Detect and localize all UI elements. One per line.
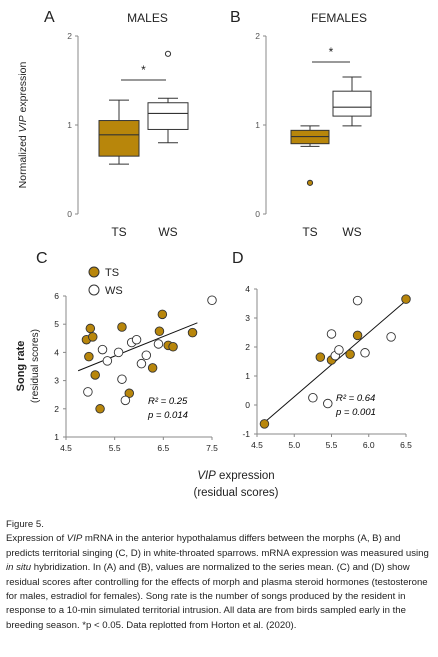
panel-c-y-tick-label: 6: [54, 291, 59, 301]
panel-d-point-ts: [315, 352, 326, 362]
legend-marker-ws: [88, 284, 100, 296]
panel-c-point-ws: [97, 344, 108, 355]
panel-d-point-ts: [259, 419, 270, 429]
caption-body: Expression of VIP mRNA in the anterior h…: [6, 533, 429, 631]
panel-b-title: FEMALES: [311, 11, 367, 25]
panel-a-category-ws: WS: [158, 225, 177, 239]
panel-d-x-tick-label: 6.0: [363, 440, 375, 450]
panel-b-y-tick-label: 1: [255, 120, 260, 130]
panel-c-point-ts: [157, 309, 168, 320]
panel-letter-c: C: [36, 250, 48, 267]
panel-b-box-ws: [332, 90, 372, 117]
panel-d-y-tick-label: -1: [242, 429, 250, 439]
panel-c-p-value: p = 0.014: [147, 410, 188, 421]
legend-label-ts: TS: [105, 267, 119, 279]
panel-c-point-ts: [147, 363, 158, 373]
panel-d-p-value: p = 0.001: [335, 407, 376, 418]
panel-a-significance-star: *: [141, 63, 146, 77]
panel-b-outlier: [306, 179, 314, 186]
panel-d-point-ws: [323, 398, 333, 409]
panel-c-point-ws: [113, 347, 124, 358]
panel-b-y-tick-label: 2: [255, 31, 260, 41]
panel-d-point-ws: [360, 348, 370, 358]
panel-c-point-ws: [207, 295, 217, 305]
panel-d-point-ws: [386, 332, 396, 342]
panel-d-point-ts: [401, 294, 411, 304]
panel-d-y-tick-label: 4: [245, 284, 250, 294]
panel-d-y-tick-label: 1: [245, 371, 250, 381]
panel-c-y-tick-label: 4: [54, 347, 59, 357]
panel-a-outlier: [164, 50, 172, 57]
panel-c-point-ws: [120, 395, 131, 406]
panel-d-x-tick-label: 6.5: [400, 440, 412, 450]
panel-c-point-ws: [153, 339, 164, 349]
panel-c-y-label-line1: Song rate: [15, 341, 27, 392]
panel-c-y-tick-label: 1: [54, 432, 59, 442]
panel-d-point-ws: [352, 295, 363, 306]
panel-d-y-tick-label: 3: [245, 313, 250, 323]
panel-c-point-ts: [187, 327, 198, 338]
panel-c-point-ts: [117, 322, 127, 332]
panel-c-x-tick-label: 5.5: [109, 443, 121, 453]
panel-c-y-label-line2: (residual scores): [30, 329, 41, 403]
panel-c-point-ws: [83, 387, 93, 397]
shared-x-label-line1: VIP expression: [197, 470, 274, 482]
panel-d-r-squared: R² = 0.64: [336, 393, 375, 404]
panel-c-point-ts: [95, 404, 105, 414]
panel-c-y-tick-label: 2: [54, 404, 59, 414]
panel-a-category-ts: TS: [111, 225, 126, 239]
panel-letter-d: D: [232, 250, 244, 267]
panel-c-point-ts: [85, 323, 96, 334]
panel-c-point-ts: [168, 342, 178, 352]
panel-c-point-ts: [84, 351, 94, 362]
panel-d-y-tick-label: 2: [245, 342, 250, 352]
panel-c-point-ws: [136, 358, 147, 369]
panel-d-x-tick-label: 5.5: [326, 440, 338, 450]
panel-c-regression-line: [77, 322, 198, 372]
panel-d-y-tick-label: 0: [245, 400, 250, 410]
panel-letter-b: B: [230, 9, 241, 26]
panel-a-box-ts: [98, 120, 140, 157]
panel-d-x-tick-label: 5.0: [288, 440, 300, 450]
panel-c-y-tick-label: 3: [54, 376, 59, 386]
panel-b-significance-star: *: [329, 45, 334, 59]
panel-a-title: MALES: [127, 11, 168, 25]
panel-d-point-ws: [308, 393, 318, 403]
panel-c-point-ts: [88, 332, 98, 342]
panel-c-x-tick-label: 7.5: [206, 443, 218, 453]
panel-c-point-ts: [124, 388, 135, 399]
figure-caption: Figure 5. Expression of VIP mRNA in the …: [6, 518, 434, 633]
panel-d-point-ts: [352, 330, 363, 341]
panel-c-point-ws: [141, 350, 152, 360]
legend-marker-ts: [88, 266, 100, 278]
panel-a-y-tick-label: 0: [67, 209, 72, 219]
panel-a-y-tick-label: 2: [67, 31, 72, 41]
panel-c-point-ws: [117, 374, 127, 384]
shared-x-label-line2: (residual scores): [194, 487, 279, 499]
panel-a-y-label: Normalized VIP expression: [17, 62, 29, 189]
panel-b-y-tick-label: 0: [255, 209, 260, 219]
panel-c-x-tick-label: 4.5: [60, 443, 72, 453]
panel-b-category-ts: TS: [302, 225, 317, 239]
panel-d-point-ts: [345, 349, 355, 360]
panel-c-point-ws: [131, 334, 142, 345]
panel-c-y-tick-label: 5: [54, 319, 59, 329]
panel-c-point-ts: [90, 370, 100, 380]
panel-c-x-tick-label: 6.5: [157, 443, 169, 453]
panel-c-r-squared: R² = 0.25: [148, 396, 188, 407]
legend-label-ws: WS: [105, 285, 123, 297]
panel-d-point-ws: [334, 345, 344, 355]
panel-d-x-tick-label: 4.5: [251, 440, 263, 450]
panel-a-box-ws: [147, 102, 189, 130]
panel-b-category-ws: WS: [342, 225, 361, 239]
panel-d-point-ws: [326, 329, 337, 339]
panel-letter-a: A: [44, 9, 55, 26]
panel-a-y-tick-label: 1: [67, 120, 72, 130]
panel-c-point-ws: [102, 356, 113, 366]
panel-c-point-ts: [154, 326, 165, 337]
caption-title: Figure 5.: [6, 519, 44, 530]
